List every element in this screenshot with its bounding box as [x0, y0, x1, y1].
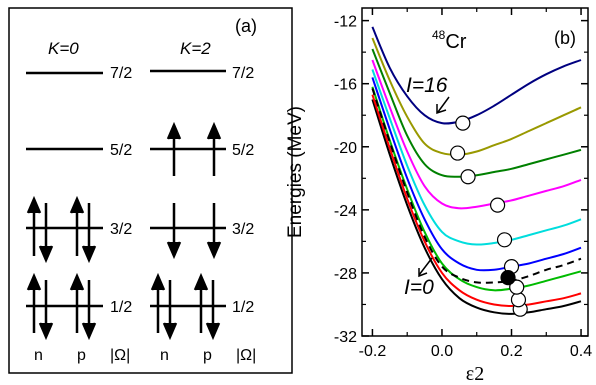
x-axis-label: ε2 [466, 363, 484, 385]
minimum-marker-filled [500, 270, 516, 286]
spin-down-arrow-icon [38, 280, 54, 341]
x-tick-label: -0.2 [359, 343, 387, 360]
k2-header: K=2 [180, 39, 211, 58]
x-tick-label: 0.2 [500, 343, 522, 360]
minimum-marker [460, 169, 476, 185]
minimum-marker [450, 145, 466, 161]
series-line-0 [371, 99, 582, 315]
series-line-8 [371, 26, 582, 125]
level-label-k0-12: 1/2 [110, 299, 132, 316]
annotation-i0: I=0 [404, 276, 434, 299]
y-axis-label: Energies (MeV) [285, 106, 306, 238]
plot-frame [361, 7, 589, 337]
spin-up-arrow-icon [26, 272, 42, 333]
k0-header: K=0 [48, 39, 79, 58]
series-line-2 [371, 86, 582, 292]
panel-b: -0.2 0.0 0.2 0.4 -12 -16 -20 -24 -28 -32 (b) 48Cr… [285, 7, 592, 385]
spin-down-arrow-icon [166, 203, 182, 260]
series-line-5 [371, 59, 582, 210]
series-line-1 [371, 94, 582, 308]
spin-up-arrow-icon [26, 195, 42, 256]
spin-up-arrow-icon [150, 272, 166, 333]
minimum-marker [509, 279, 525, 295]
level-label-k2-12: 1/2 [232, 299, 254, 316]
proton-label-k0: p [77, 347, 86, 364]
level-label-k2-32: 3/2 [232, 221, 254, 238]
panel-a: (a) K=0 K=2 7/2 7/2 5/2 5/2 3/2 3/2 1/2 … [8, 7, 293, 374]
series-line-7 [371, 37, 582, 156]
level-label-k0-72: 7/2 [110, 65, 132, 82]
annotation-arrow-i0-icon [418, 257, 433, 278]
spin-up-arrow-icon [206, 121, 222, 176]
nucleus-mass: 48 [432, 28, 446, 42]
x-tick-label: 0.0 [431, 343, 453, 360]
level-label-k0-52: 5/2 [110, 142, 132, 159]
series-layer [371, 26, 582, 315]
level-label-k2-72: 7/2 [232, 65, 254, 82]
series-line-4 [371, 69, 582, 246]
neutron-label-k0: n [34, 347, 43, 364]
omega-label-k2: |Ω| [236, 347, 256, 364]
annotation-arrow-i16-icon [436, 96, 450, 115]
spin-down-arrow-icon [206, 203, 222, 260]
x-tick-label: 0.4 [570, 343, 592, 360]
minimum-marker [455, 115, 471, 131]
tick-labels: -0.2 0.0 0.2 0.4 -12 -16 -20 -24 -28 -32 [334, 14, 592, 360]
minimum-marker [510, 292, 527, 308]
series-line-6 [371, 48, 582, 178]
neutron-label-k2: n [160, 347, 169, 364]
y-tick-label: -28 [334, 266, 357, 283]
nucleus-symbol: Cr [445, 31, 466, 53]
y-tick-label: -12 [334, 14, 357, 31]
annotation-i16: I=16 [406, 74, 448, 97]
level-label-k0-32: 3/2 [110, 221, 132, 238]
panel-a-frame [8, 7, 293, 374]
y-tick-label: -20 [334, 140, 357, 157]
spin-down-arrow-icon [81, 280, 97, 341]
y-tick-label: -24 [334, 203, 357, 220]
spin-down-arrow-icon [38, 203, 54, 264]
omega-label-k0: |Ω| [110, 347, 130, 364]
panel-a-tag: (a) [235, 16, 257, 36]
level-label-k2-52: 5/2 [232, 142, 254, 159]
spin-down-arrow-icon [205, 280, 221, 341]
minima-markers [450, 115, 528, 317]
y-tick-label: -16 [334, 77, 357, 94]
spin-up-arrow-icon [69, 272, 85, 333]
spin-up-arrow-icon [166, 121, 182, 176]
panel-b-tag: (b) [554, 28, 576, 48]
minimum-marker [490, 197, 506, 213]
spin-down-arrow-icon [162, 280, 178, 341]
spin-down-arrow-icon [81, 203, 97, 264]
series-line-3 [371, 77, 582, 272]
spin-up-arrow-icon [69, 195, 85, 256]
spin-up-arrow-icon [193, 272, 209, 333]
y-tick-label: -32 [334, 329, 357, 346]
proton-label-k2: p [203, 347, 212, 364]
minimum-marker [496, 232, 513, 248]
nucleus-label: 48Cr [432, 28, 467, 53]
dashed-series-line [371, 88, 582, 284]
